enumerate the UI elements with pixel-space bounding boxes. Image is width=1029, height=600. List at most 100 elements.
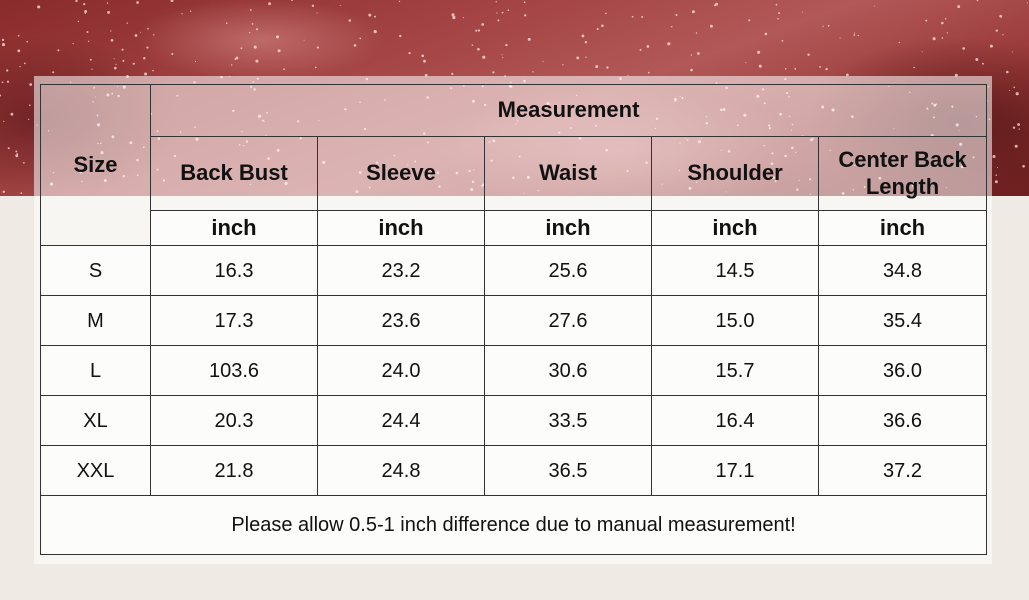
sparkle-dot (605, 12, 607, 15)
value-cell: 35.4 (817, 295, 988, 346)
value-cell: 33.5 (484, 395, 652, 446)
value-cell: 24.4 (317, 395, 485, 446)
sparkle-dot (10, 112, 14, 116)
sparkle-dot (482, 55, 486, 59)
sparkle-dot (291, 0, 293, 1)
sparkle-dot (507, 9, 510, 12)
table-row: S 16.3 23.2 25.6 14.5 34.8 (40, 245, 988, 296)
sparkle-dot (471, 44, 474, 46)
sparkle-dot (23, 162, 25, 164)
table-row: XL 20.3 24.4 33.5 16.4 36.6 (40, 395, 988, 446)
sparkle-dot (496, 12, 498, 14)
sparkle-dot (481, 23, 485, 26)
sparkle-dot (690, 54, 693, 56)
sparkle-dot (946, 32, 948, 34)
sparkle-dot (107, 11, 110, 14)
sparkle-dot (639, 48, 642, 51)
sparkle-dot (713, 4, 717, 7)
sparkle-dot (997, 167, 998, 168)
sparkle-dot (596, 27, 599, 31)
value-cell: 15.7 (651, 345, 819, 396)
sparkle-dot (1018, 128, 1020, 130)
sparkle-dot (627, 74, 629, 76)
sparkle-dot (853, 34, 856, 36)
sparkle-dot (745, 62, 747, 64)
sparkle-dot (975, 58, 979, 61)
sparkle-dot (523, 1, 526, 4)
unit-back-bust: inch (150, 210, 318, 246)
sparkle-dot (230, 64, 233, 66)
sparkle-dot (1013, 86, 1015, 89)
value-cell: 23.6 (317, 295, 485, 346)
size-cell: XL (40, 395, 151, 446)
sparkle-dot (646, 45, 650, 48)
value-cell: 24.0 (317, 345, 485, 396)
sparkle-dot (57, 49, 60, 52)
sparkle-dot (873, 5, 875, 7)
sparkle-dot (1, 81, 4, 84)
column-header-shoulder: Shoulder (651, 136, 819, 211)
sparkle-dot (75, 0, 78, 3)
measurement-note: Please allow 0.5-1 inch difference due t… (39, 495, 988, 555)
sparkle-dot (171, 52, 174, 56)
sparkle-dot (1022, 164, 1025, 168)
sparkle-dot (758, 64, 762, 68)
sparkle-dot (106, 2, 109, 4)
sparkle-dot (995, 174, 997, 176)
sparkle-dot (542, 61, 544, 63)
sparkle-dot (581, 34, 585, 38)
sparkle-dot (585, 56, 587, 58)
sparkle-dot (225, 22, 228, 25)
sparkle-dot (240, 47, 243, 50)
value-cell: 36.0 (817, 345, 988, 396)
sparkle-dot (505, 43, 508, 47)
value-cell: 24.8 (317, 445, 485, 496)
sparkle-dot (944, 18, 947, 20)
sparkle-dot (695, 32, 698, 34)
sparkle-dot (962, 47, 966, 50)
sparkle-dot (995, 29, 998, 32)
sparkle-dot (502, 56, 504, 59)
sparkle-dot (757, 50, 761, 54)
value-cell: 25.6 (484, 245, 652, 296)
sparkle-dot (854, 32, 856, 34)
sparkle-dot (255, 59, 259, 63)
column-header-back-bust: Back Bust (150, 136, 318, 211)
sparkle-dot (697, 52, 700, 55)
sparkle-dot (152, 69, 154, 72)
table-row: XXL 21.8 24.8 36.5 17.1 37.2 (40, 445, 988, 496)
sparkle-dot (497, 19, 500, 22)
sparkle-dot (532, 71, 534, 73)
sparkle-dot (316, 46, 319, 49)
sparkle-dot (6, 69, 9, 72)
sparkle-dot (846, 73, 849, 77)
sparkle-dot (1, 43, 6, 47)
sparkle-dot (957, 5, 961, 9)
sparkle-dot (15, 150, 18, 153)
sparkle-dot (989, 44, 993, 48)
sparkle-dot (921, 51, 923, 53)
header-row-group: Size Measurement (40, 84, 988, 246)
unit-waist: inch (484, 210, 652, 246)
sparkle-dot (251, 23, 254, 25)
size-cell: L (40, 345, 151, 396)
sparkle-dot (144, 72, 148, 76)
sparkle-dot (667, 42, 671, 46)
sparkle-dot (0, 94, 2, 97)
sparkle-dot (675, 13, 678, 17)
sparkle-dot (146, 46, 149, 49)
sparkle-dot (1011, 51, 1013, 53)
value-cell: 16.3 (150, 245, 318, 296)
sparkle-dot (477, 47, 480, 51)
size-cell: S (40, 245, 151, 296)
sparkle-dot (373, 30, 377, 34)
sparkle-dot (16, 153, 19, 156)
sparkle-dot (576, 56, 580, 60)
value-cell: 14.5 (651, 245, 819, 296)
table-row: L 103.6 24.0 30.6 15.7 36.0 (40, 345, 988, 396)
column-header-sleeve: Sleeve (317, 136, 485, 211)
sparkle-dot (348, 19, 352, 22)
sparkle-dot (110, 38, 114, 42)
sparkle-dot (28, 118, 30, 121)
sparkle-dot (819, 65, 822, 68)
